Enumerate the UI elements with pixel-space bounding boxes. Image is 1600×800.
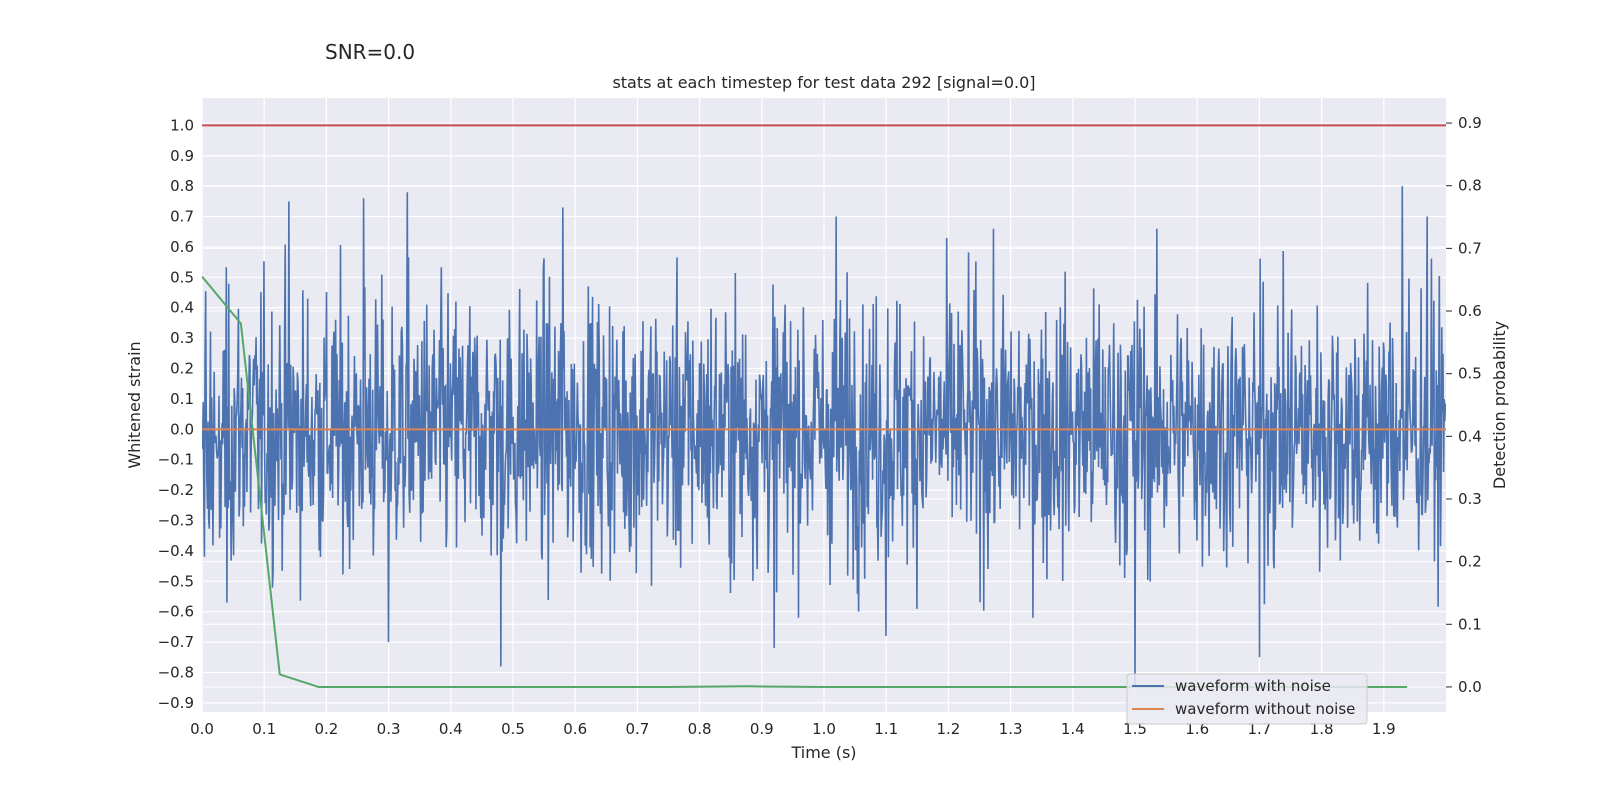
y-tick-label: 0.0 [170, 420, 194, 438]
series-waveform-with-noise [202, 186, 1446, 688]
y-tick-label: −0.6 [158, 603, 194, 621]
y-tick-label: 0.3 [170, 329, 194, 347]
y-tick-label: −0.8 [158, 663, 194, 681]
y-tick-label: 0.2 [170, 360, 194, 378]
x-tick-label: 1.1 [874, 720, 898, 738]
x-tick-label: 0.9 [750, 720, 774, 738]
x-tick-label: 1.0 [812, 720, 836, 738]
x-tick-label: 0.7 [625, 720, 649, 738]
y2-axis-ticks: 0.9 0.8 0.7 0.6 0.5 0.4 0.3 0.2 0.1 0.0 [1446, 114, 1482, 696]
x-tick-label: 1.9 [1372, 720, 1396, 738]
x-tick-label: 0.4 [439, 720, 463, 738]
y-tick-label: 0.8 [170, 177, 194, 195]
y2-tick-label: 0.7 [1458, 239, 1482, 257]
legend-label-clean: waveform without noise [1175, 700, 1355, 718]
y-tick-label: 0.5 [170, 268, 194, 286]
x-tick-label: 0.5 [501, 720, 525, 738]
y2-tick-label: 0.1 [1458, 615, 1482, 633]
y-tick-label: 1.0 [170, 116, 194, 134]
x-tick-label: 1.3 [999, 720, 1023, 738]
x-tick-label: 0.6 [563, 720, 587, 738]
x-tick-label: 0.3 [377, 720, 401, 738]
legend-label-noisy: waveform with noise [1175, 677, 1331, 695]
y2-tick-label: 0.0 [1458, 678, 1482, 696]
chart-title: stats at each timestep for test data 292… [612, 73, 1035, 92]
y2-tick-label: 0.5 [1458, 365, 1482, 383]
y-tick-label: −0.7 [158, 633, 194, 651]
y-tick-label: 0.9 [170, 147, 194, 165]
y-tick-label: 0.6 [170, 238, 194, 256]
y-tick-label: 0.4 [170, 299, 194, 317]
x-tick-label: 0.1 [252, 720, 276, 738]
y2-tick-label: 0.8 [1458, 177, 1482, 195]
x-tick-label: 0.2 [314, 720, 338, 738]
y-tick-label: 0.1 [170, 390, 194, 408]
y-tick-label: −0.5 [158, 572, 194, 590]
y-tick-label: −0.1 [158, 451, 194, 469]
y-tick-label: −0.9 [158, 694, 194, 712]
y-tick-label: −0.4 [158, 542, 194, 560]
x-tick-label: 0.0 [190, 720, 214, 738]
y2-tick-label: 0.6 [1458, 302, 1482, 320]
y2-tick-label: 0.2 [1458, 553, 1482, 571]
y2-tick-label: 0.9 [1458, 114, 1482, 132]
y2-axis-label: Detection probability [1490, 321, 1509, 489]
legend-box [1126, 673, 1368, 725]
y2-tick-label: 0.3 [1458, 490, 1482, 508]
suptitle: SNR=0.0 [325, 40, 416, 64]
x-tick-label: 1.4 [1061, 720, 1085, 738]
legend: waveform with noise waveform without noi… [1126, 673, 1368, 725]
y-tick-label: 0.7 [170, 208, 194, 226]
x-tick-label: 1.2 [936, 720, 960, 738]
x-tick-label: 0.8 [688, 720, 712, 738]
y-tick-label: −0.3 [158, 512, 194, 530]
y2-tick-label: 0.4 [1458, 427, 1482, 445]
y-axis-label: Whitened strain [125, 341, 144, 468]
x-axis-label: Time (s) [790, 743, 856, 762]
y-tick-label: −0.2 [158, 481, 194, 499]
y-axis-ticks: 1.0 0.9 0.8 0.7 0.6 0.5 0.4 0.3 0.2 0.1 0.0 −0.1 −0.… [158, 116, 194, 712]
